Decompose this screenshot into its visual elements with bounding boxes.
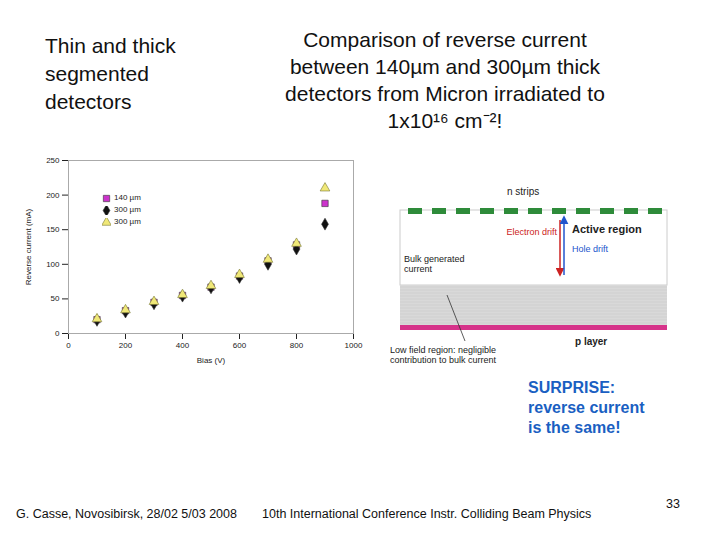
html-text:Comparison of reverse current: Comparison of reverse current bbox=[303, 28, 587, 51]
svg-text:Active region: Active region bbox=[572, 223, 642, 235]
svg-text:contribution to bulk current: contribution to bulk current bbox=[390, 355, 497, 365]
svg-text:150: 150 bbox=[46, 225, 60, 234]
svg-text:Hole drift: Hole drift bbox=[572, 244, 609, 254]
html-text:33: 33 bbox=[666, 497, 680, 511]
html-text:detectors: detectors bbox=[45, 90, 132, 113]
svg-text:p layer: p layer bbox=[575, 336, 607, 347]
svg-text:200: 200 bbox=[119, 341, 133, 350]
html-text:is the same!: is the same! bbox=[528, 419, 621, 436]
svg-text:n strips: n strips bbox=[507, 186, 539, 197]
html-text:reverse current: reverse current bbox=[528, 399, 645, 416]
html-text:140 µm: 140 µm bbox=[114, 193, 141, 202]
html-text:segmented: segmented bbox=[45, 62, 149, 85]
html-text:SURPRISE:: SURPRISE: bbox=[528, 379, 616, 396]
svg-text:current: current bbox=[404, 264, 433, 274]
svg-text:600: 600 bbox=[233, 341, 247, 350]
html-text:300 µm: 300 µm bbox=[114, 205, 141, 214]
svg-text:Electron drift: Electron drift bbox=[506, 227, 557, 237]
html-text:Thin and thick: Thin and thick bbox=[45, 34, 176, 57]
html-text:G. Casse, Novosibirsk, 28/02 5: G. Casse, Novosibirsk, 28/02 5/03 2008 bbox=[16, 507, 237, 521]
html-text:1x10¹⁶ cm⁻²!: 1x10¹⁶ cm⁻²! bbox=[387, 109, 503, 132]
svg-text:0: 0 bbox=[66, 341, 71, 350]
svg-text:400: 400 bbox=[176, 341, 190, 350]
html-text:between 140µm and 300µm thick: between 140µm and 300µm thick bbox=[289, 55, 601, 78]
html-text:300 µm: 300 µm bbox=[114, 217, 141, 226]
html-text:detectors from Micron irradiat: detectors from Micron irradiated to bbox=[285, 82, 605, 105]
html-text:10th International Conference: 10th International Conference Instr. Col… bbox=[262, 507, 592, 521]
svg-text:200: 200 bbox=[46, 191, 60, 200]
svg-text:1000: 1000 bbox=[345, 341, 363, 350]
svg-text:100: 100 bbox=[46, 260, 60, 269]
svg-text:800: 800 bbox=[290, 341, 304, 350]
svg-text:Reverse current (mA): Reverse current (mA) bbox=[24, 208, 33, 285]
svg-text:250: 250 bbox=[46, 156, 60, 165]
svg-text:Bias (V): Bias (V) bbox=[197, 356, 226, 365]
svg-text:Low field region: negligible: Low field region: negligible bbox=[390, 345, 496, 355]
svg-text:Bulk generated: Bulk generated bbox=[404, 254, 465, 264]
svg-text:50: 50 bbox=[51, 294, 60, 303]
svg-text:0: 0 bbox=[55, 329, 60, 338]
